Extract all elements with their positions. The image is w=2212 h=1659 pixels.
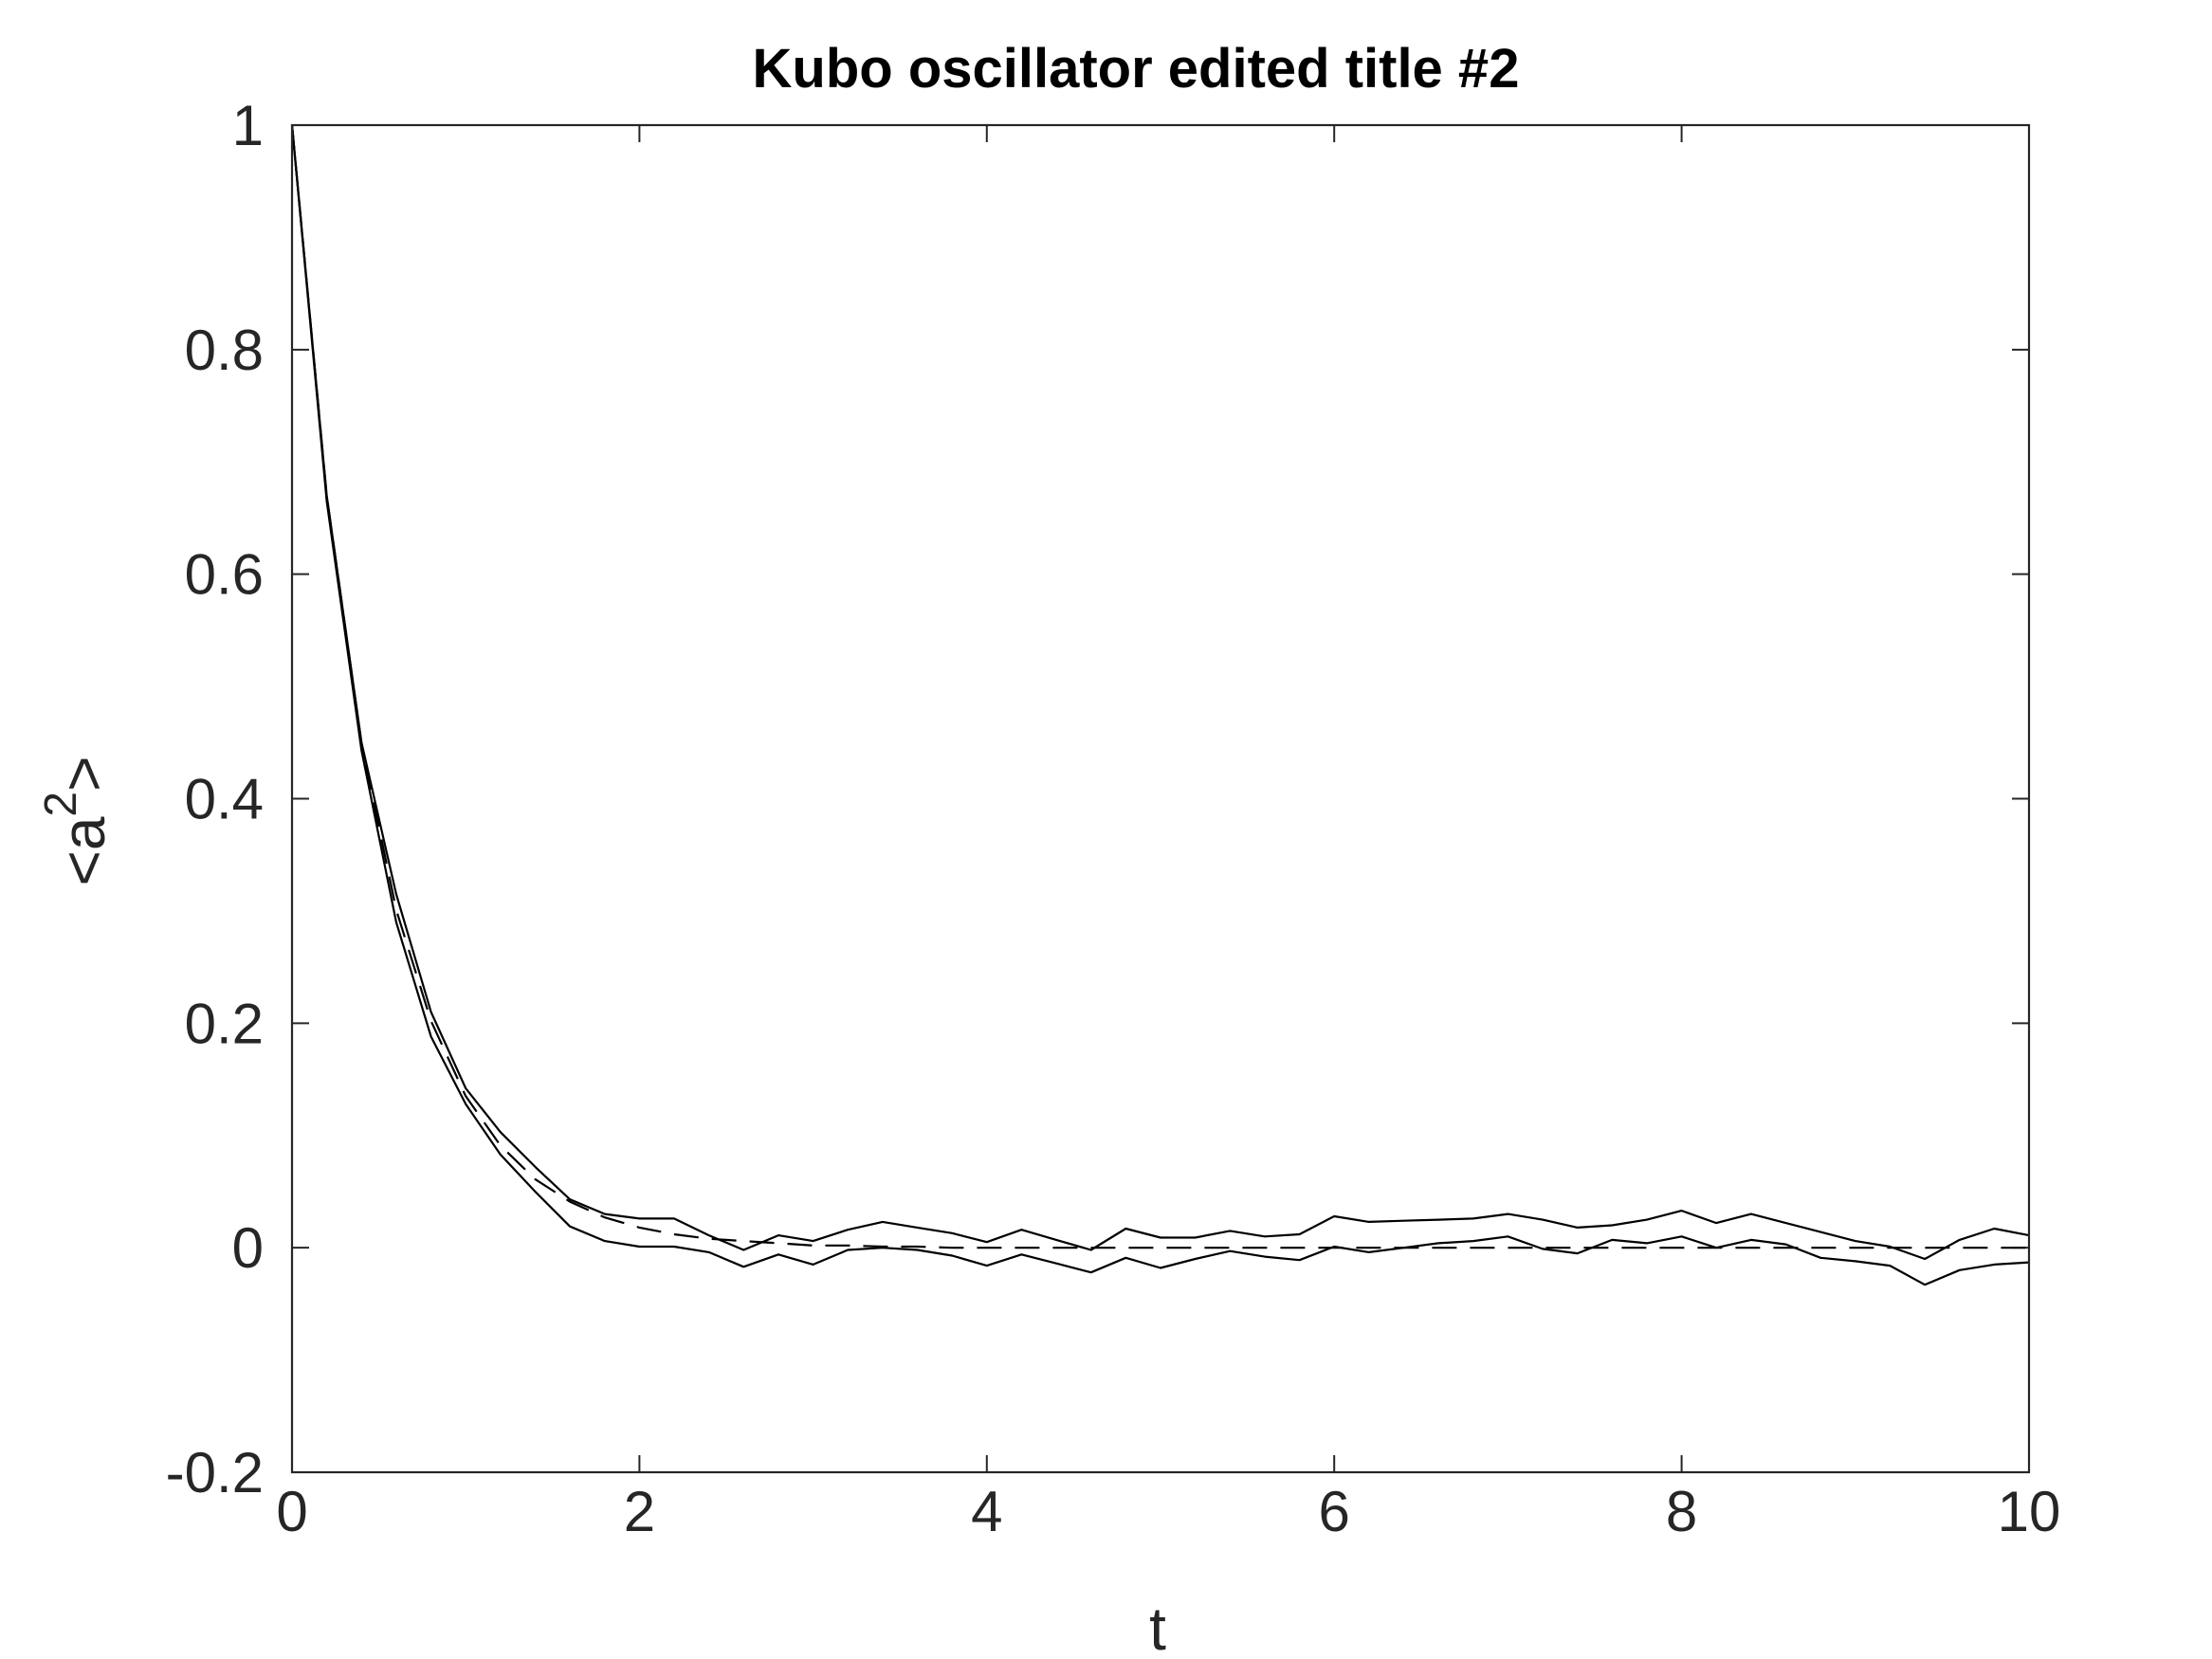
chart-title: Kubo oscillator edited title #2	[753, 38, 1520, 100]
frame-layer	[290, 123, 2031, 1474]
y-tick-label: 0.8	[185, 319, 264, 382]
series-line-1	[290, 124, 2030, 1261]
series-line-dashed	[290, 124, 2029, 1249]
ticks-layer: 0 2 4 6 8 10-0.200.20.40.60.81	[166, 94, 2061, 1543]
y-axis-label-base: a	[49, 816, 118, 850]
series-layer	[290, 124, 2030, 1286]
y-tick-label: 1	[232, 94, 264, 157]
y-tick-label: 0.2	[185, 992, 264, 1055]
y-axis-label: <a2>	[36, 756, 118, 885]
x-tick-label: 10	[1998, 1480, 2061, 1543]
series-line-2	[290, 124, 2030, 1286]
y-tick-label: 0.4	[185, 768, 264, 831]
x-tick-label: 0	[276, 1480, 307, 1543]
y-tick-label: -0.2	[166, 1441, 264, 1504]
y-axis-label-open: <	[49, 850, 118, 885]
svg-text:<a2>: <a2>	[36, 756, 118, 885]
y-tick-label: 0.6	[185, 543, 264, 607]
plot-area	[292, 125, 2029, 1472]
y-axis-label-exponent: 2	[36, 792, 86, 817]
x-tick-label: 6	[1319, 1480, 1350, 1543]
x-tick-label: 4	[971, 1480, 1002, 1543]
x-axis-label: t	[1149, 1595, 1166, 1659]
y-axis-label-close: >	[49, 756, 118, 791]
x-tick-label: 8	[1666, 1480, 1697, 1543]
x-tick-label: 2	[624, 1480, 655, 1543]
plot-background	[292, 125, 2029, 1472]
y-tick-label: 0	[232, 1216, 264, 1280]
axes-box	[290, 123, 2031, 1474]
